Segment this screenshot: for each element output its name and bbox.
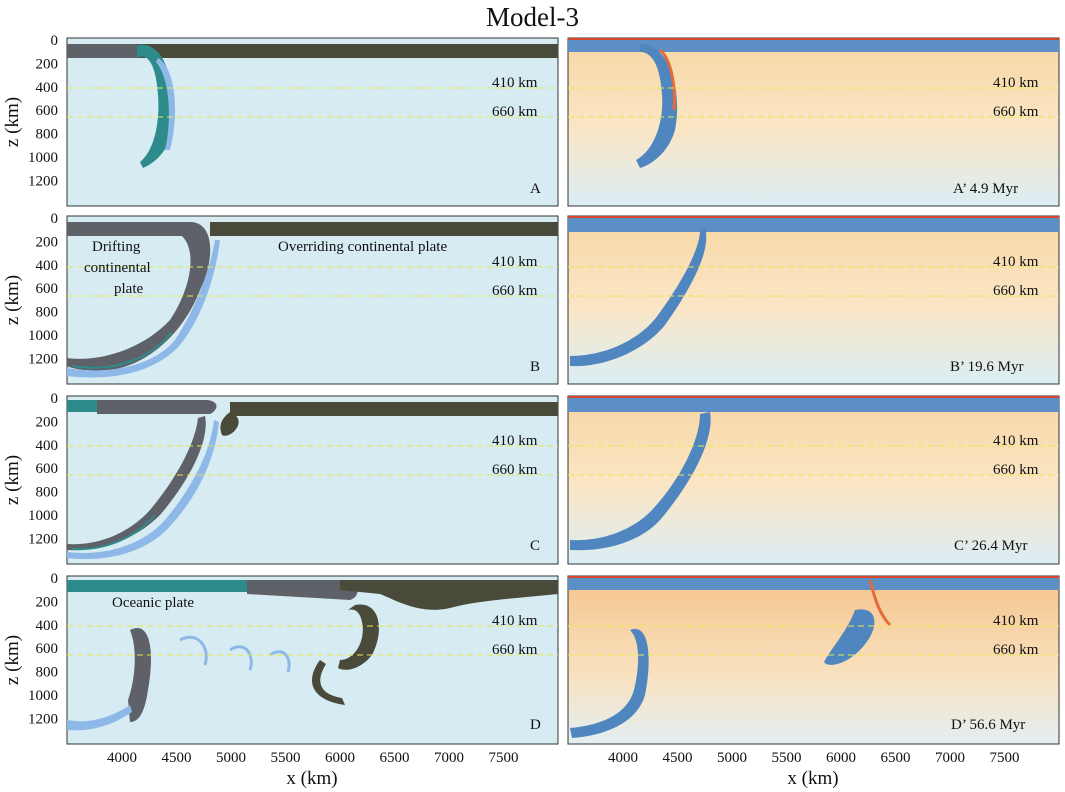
- z-tick-label: 1000: [28, 150, 58, 166]
- x-tick-label: 4500: [663, 750, 693, 766]
- ref-label-410: 410 km: [492, 613, 538, 629]
- z-tick-label: 1200: [28, 173, 58, 189]
- ref-label-660: 660 km: [492, 642, 538, 658]
- x-tick-label: 4500: [162, 750, 192, 766]
- x-tick-label: 5500: [772, 750, 802, 766]
- ref-label-410: 410 km: [492, 433, 538, 449]
- panel-time-label-a: A’ 4.9 Myr: [953, 181, 1018, 197]
- panel-a-temperature: 410 km 660 km A’ 4.9 Myr: [567, 37, 1060, 207]
- ref-label-410: 410 km: [993, 613, 1039, 629]
- z-tick-label: 600: [36, 103, 59, 119]
- x-tick-label: 5000: [216, 750, 246, 766]
- z-tick-label: 200: [36, 234, 59, 250]
- z-axis-label-c: z (km): [2, 455, 23, 505]
- ref-label-410: 410 km: [492, 254, 538, 270]
- z-tick-label: 800: [36, 485, 59, 501]
- z-tick-label: 600: [36, 281, 59, 297]
- z-tick-label: 400: [36, 258, 59, 274]
- z-tick-label: 800: [36, 665, 59, 681]
- panel-label-c: C: [530, 538, 540, 554]
- x-tick-label: 7000: [434, 750, 464, 766]
- x-tick-label: 5000: [717, 750, 747, 766]
- ref-label-660: 660 km: [492, 462, 538, 478]
- annotation-oceanic-plate: Oceanic plate: [112, 595, 194, 611]
- z-tick-label: 400: [36, 80, 59, 96]
- z-tick-label: 400: [36, 618, 59, 634]
- z-tick-label: 400: [36, 438, 59, 454]
- z-axis-ticks: 0 200 400 600 800 1000 1200 0 200 400 600 800 1000 12…: [28, 33, 58, 727]
- ref-label-660: 660 km: [492, 283, 538, 299]
- panel-label-a: A: [530, 181, 541, 197]
- x-tick-label: 6000: [325, 750, 355, 766]
- ref-label-660: 660 km: [492, 104, 538, 120]
- z-axis-label-a: z (km): [2, 97, 23, 147]
- ref-label-660: 660 km: [993, 642, 1039, 658]
- panel-d-material: Oceanic plate 410 km 660 km D: [66, 575, 559, 745]
- ref-label-410: 410 km: [993, 433, 1039, 449]
- ref-label-660: 660 km: [993, 104, 1039, 120]
- z-tick-label: 1200: [28, 531, 58, 547]
- panel-a-material: 410 km 660 km A: [66, 37, 559, 207]
- x-tick-label: 4000: [107, 750, 137, 766]
- figure-title: Model-3: [486, 2, 579, 32]
- z-axis-label-d: z (km): [2, 635, 23, 685]
- panel-b-material: Drifting continental plate Overriding co…: [66, 215, 559, 385]
- z-tick-label: 0: [51, 211, 59, 227]
- x-tick-label: 6000: [826, 750, 856, 766]
- z-tick-label: 800: [36, 305, 59, 321]
- x-tick-label: 7500: [489, 750, 519, 766]
- z-tick-label: 1000: [28, 688, 58, 704]
- panel-label-b: B: [530, 359, 540, 375]
- z-tick-label: 0: [51, 391, 59, 407]
- ref-label-660: 660 km: [993, 283, 1039, 299]
- z-axis-label-b: z (km): [2, 275, 23, 325]
- z-tick-label: 1000: [28, 328, 58, 344]
- z-tick-label: 200: [36, 594, 59, 610]
- ref-label-410: 410 km: [492, 75, 538, 91]
- panel-time-label-d: D’ 56.6 Myr: [951, 717, 1025, 733]
- x-axis-label-right: x (km): [787, 768, 838, 789]
- panel-time-label-b: B’ 19.6 Myr: [950, 359, 1023, 375]
- x-tick-label: 7500: [990, 750, 1020, 766]
- z-tick-label: 1200: [28, 711, 58, 727]
- ref-label-410: 410 km: [993, 254, 1039, 270]
- z-tick-label: 200: [36, 56, 59, 72]
- z-tick-label: 0: [51, 571, 59, 587]
- panel-d-temperature: 410 km 660 km D’ 56.6 Myr: [567, 575, 1060, 745]
- x-tick-label: 5500: [271, 750, 301, 766]
- x-tick-label: 7000: [935, 750, 965, 766]
- ref-label-410: 410 km: [993, 75, 1039, 91]
- ref-label-660: 660 km: [993, 462, 1039, 478]
- z-tick-label: 1200: [28, 351, 58, 367]
- x-axis-label-left: x (km): [286, 768, 337, 789]
- panel-label-d: D: [530, 717, 541, 733]
- annotation-overriding-plate: Overriding continental plate: [278, 239, 447, 255]
- panel-c-temperature: 410 km 660 km C’ 26.4 Myr: [567, 395, 1060, 565]
- annotation-drifting: Drifting: [92, 239, 141, 255]
- z-tick-label: 1000: [28, 508, 58, 524]
- panel-b-temperature: 410 km 660 km B’ 19.6 Myr: [567, 215, 1060, 385]
- z-tick-label: 600: [36, 461, 59, 477]
- x-tick-label: 4000: [608, 750, 638, 766]
- panel-c-material: 410 km 660 km C: [66, 395, 559, 565]
- annotation-continental: continental: [84, 260, 151, 276]
- x-axis-ticks: 4000 4500 5000 5500 6000 6500 7000 7500 4000 4500…: [107, 750, 1020, 766]
- x-tick-label: 6500: [881, 750, 911, 766]
- z-tick-label: 600: [36, 641, 59, 657]
- x-tick-label: 6500: [380, 750, 410, 766]
- annotation-plate: plate: [114, 281, 143, 297]
- panel-time-label-c: C’ 26.4 Myr: [954, 538, 1027, 554]
- z-tick-label: 200: [36, 414, 59, 430]
- z-tick-label: 0: [51, 33, 59, 49]
- z-tick-label: 800: [36, 127, 59, 143]
